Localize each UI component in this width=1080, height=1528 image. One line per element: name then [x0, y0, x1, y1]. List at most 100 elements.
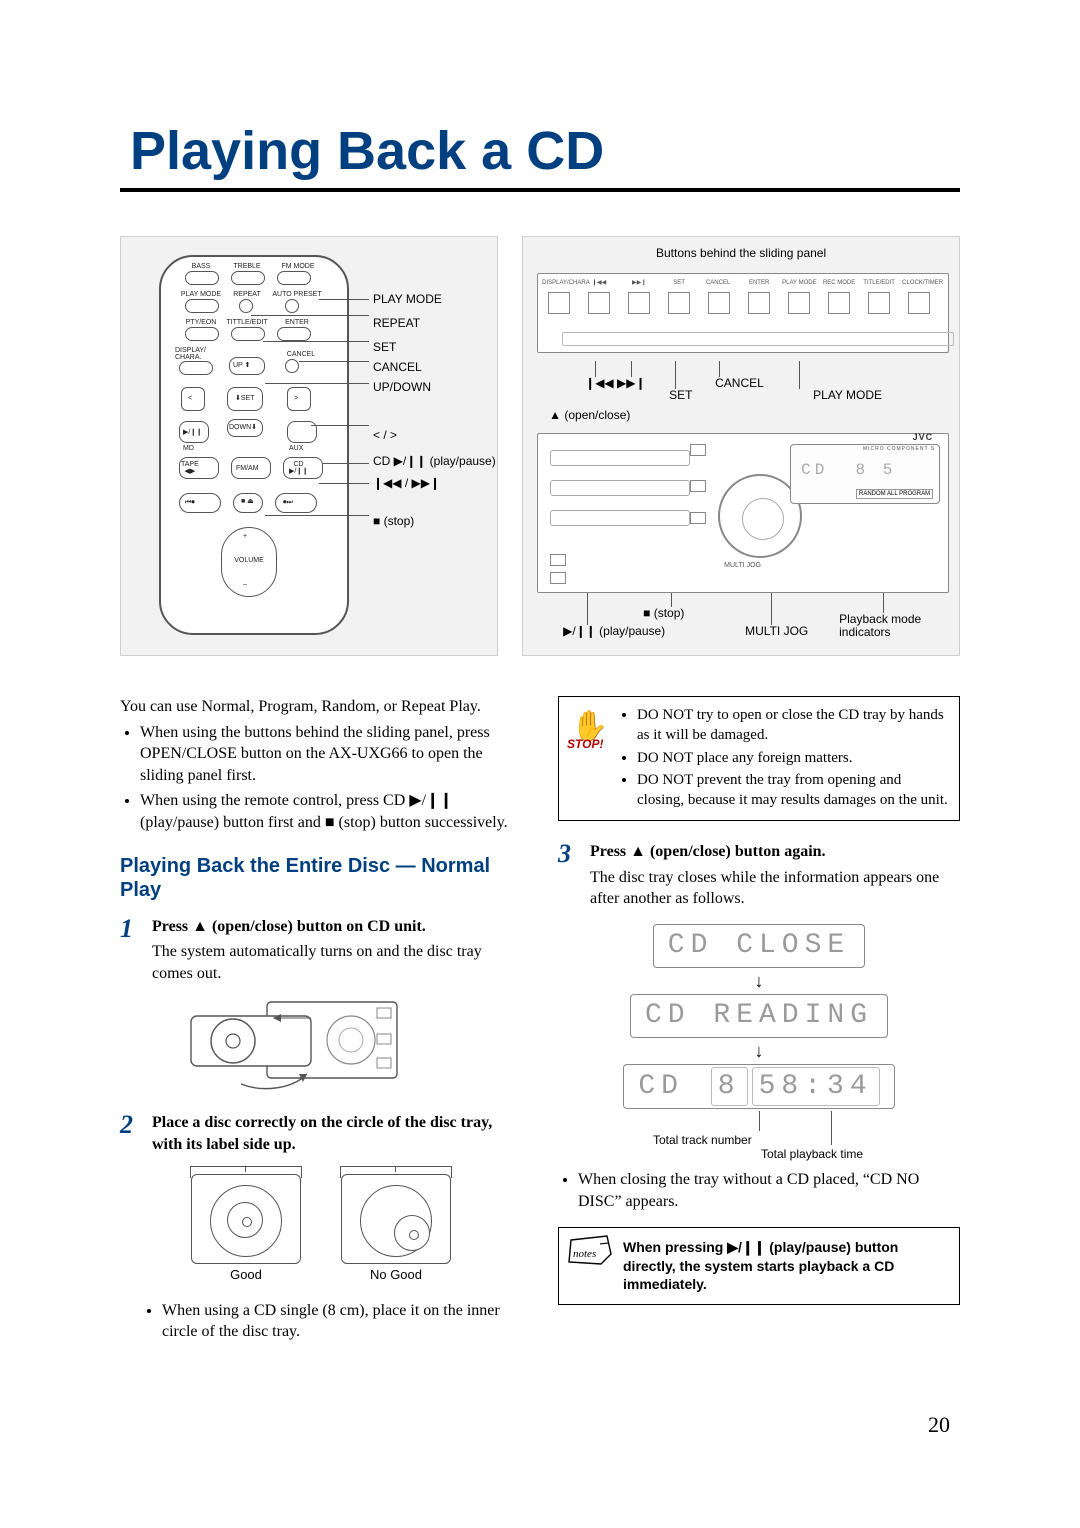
step1-body: The system automatically turns on and th… [152, 941, 522, 984]
unit-slot-3 [550, 510, 690, 526]
warn-0: DO NOT try to open or close the CD tray … [637, 705, 949, 746]
step1-lead: Press ▲ (open/close) button on CD unit. [152, 918, 426, 935]
btn-next [275, 493, 317, 513]
le-i [883, 593, 884, 613]
lbl-stop: ■ ⏏ [241, 498, 254, 505]
lbl-treble: TREBLE [227, 263, 267, 270]
lcd3-c: 58:34 [752, 1067, 880, 1107]
lbl-repeat: REPEAT [227, 291, 267, 298]
step3-num: 3 [558, 841, 580, 910]
btn-treble [231, 271, 265, 285]
note-text: When pressing ▶/❙❙ (play/pause) button d… [623, 1239, 898, 1293]
lbl-titleedit: TITTLE/EDIT [223, 319, 271, 326]
lcd3-b: 8 [711, 1067, 748, 1107]
panel-diagram: Buttons behind the sliding panel DISPLAY… [522, 236, 960, 656]
unit-slot-1 [550, 450, 690, 466]
diagrams-row: BASS TREBLE FM MODE PLAY MODE REPEAT AUT… [120, 236, 960, 656]
btn-fmmode [277, 271, 311, 285]
ud-line: CD 8 5 [801, 461, 896, 479]
ub-jog: MULTI JOG [745, 625, 808, 637]
btn-ptyeon [185, 327, 219, 341]
body-columns: You can use Normal, Program, Random, or … [120, 696, 960, 1357]
good-label: Good [191, 1268, 301, 1281]
lbl-tape: TAPE◀▶ [181, 461, 199, 475]
pb-5 [748, 292, 770, 314]
lead-3 [263, 341, 369, 342]
pl-5: ENTER [742, 280, 776, 286]
arr-1: ↓ [558, 972, 960, 990]
ub-ind: Playback mode indicators [839, 613, 949, 639]
lbl-md: MD [183, 445, 194, 452]
lead-9 [265, 515, 369, 516]
disc-good [191, 1174, 301, 1264]
stop-icon: ✋ STOP! [565, 711, 609, 755]
um-1 [690, 444, 706, 456]
co-repeat: REPEAT [373, 317, 420, 329]
lbl-enter: ENTER [277, 319, 317, 326]
tray-figure [171, 994, 471, 1094]
lead-5 [265, 383, 369, 384]
arr-2: ↓ [558, 1042, 960, 1060]
le-h [771, 593, 772, 625]
um-4 [550, 554, 566, 566]
pl-0: DISPLAY/CHARA [542, 280, 576, 286]
remote-diagram: BASS TREBLE FM MODE PLAY MODE REPEAT AUT… [120, 236, 498, 656]
mid-skip: ❙◀◀ ▶▶❙ [585, 377, 645, 389]
lcd-cap2: Total playback time [761, 1147, 863, 1161]
le-e [799, 361, 800, 389]
lbl-cd: CD▶/❙❙ [289, 461, 308, 475]
lead-8 [319, 483, 369, 484]
page-number: 20 [928, 1412, 950, 1438]
ub-play: ▶/❙❙ (play/pause) [563, 625, 665, 637]
warn-box: ✋ STOP! DO NOT try to open or close the … [558, 696, 960, 821]
lbl-down: DOWN⬇ [229, 424, 257, 431]
step2-note: When using a CD single (8 cm), place it … [162, 1300, 522, 1343]
lbl-fmmode: FM MODE [273, 263, 323, 270]
le-c [675, 361, 676, 389]
lead-2 [251, 315, 369, 316]
lcd-cap1: Total track number [653, 1133, 752, 1147]
pl-6: PLAY MODE [782, 280, 816, 286]
btn-right [287, 387, 311, 411]
pl-7: REC MODE [822, 280, 856, 286]
le-f [671, 593, 672, 607]
stop-label: STOP! [567, 737, 603, 751]
co-cdplay: CD ▶/❙❙ (play/pause) [373, 455, 496, 467]
co-playmode: PLAY MODE [373, 293, 442, 305]
unit-display: JVC MICRO COMPONENT S CD 8 5 RANDOM ALL … [790, 444, 940, 504]
pb-4 [708, 292, 730, 314]
lcd-2: CD READING [630, 994, 888, 1038]
pl-3: SET [664, 280, 694, 286]
co-updown: UP/DOWN [373, 381, 431, 393]
pl-2: ▶▶❙ [626, 280, 652, 286]
lbl-bass: BASS [181, 263, 221, 270]
lbl-mdplay: ▶/❙❙ [183, 429, 202, 436]
co-cancel: CANCEL [373, 361, 422, 373]
pb-8 [868, 292, 890, 314]
lcd3-a: CD [638, 1071, 684, 1102]
lbl-set: ⬇SET [235, 395, 254, 402]
disc-bad [341, 1174, 451, 1264]
lbl-volume: VOLUME [227, 557, 271, 564]
page-title: Playing Back a CD [130, 120, 960, 182]
unit-micro: MICRO COMPONENT S [863, 447, 935, 452]
title-rule [120, 188, 960, 192]
tray-svg [171, 994, 471, 1094]
pb-0 [548, 292, 570, 314]
panel-caption-top: Buttons behind the sliding panel [523, 247, 959, 259]
ub-stop: ■ (stop) [643, 607, 684, 619]
step-1: 1 Press ▲ (open/close) button on CD unit… [120, 916, 522, 985]
unit-outline: JVC MICRO COMPONENT S CD 8 5 RANDOM ALL … [537, 433, 949, 593]
btn-autopreset [285, 299, 299, 313]
notes-label: notes [573, 1248, 596, 1260]
pl-4: CANCEL [700, 280, 736, 286]
ud-badge: RANDOM ALL PROGRAM [856, 489, 933, 499]
remote-outline: BASS TREBLE FM MODE PLAY MODE REPEAT AUT… [159, 255, 349, 635]
co-skip: ❙◀◀ / ▶▶❙ [373, 477, 440, 489]
notes-icon: notes [567, 1234, 613, 1268]
lbl-volplus: + [243, 533, 247, 540]
disc-bad-inner [394, 1215, 430, 1251]
mid-eject: ▲ (open/close) [549, 409, 630, 421]
um-3 [690, 512, 706, 524]
panel-top: DISPLAY/CHARA ❙◀◀ ▶▶❙ SET CANCEL ENTER P… [537, 273, 949, 353]
